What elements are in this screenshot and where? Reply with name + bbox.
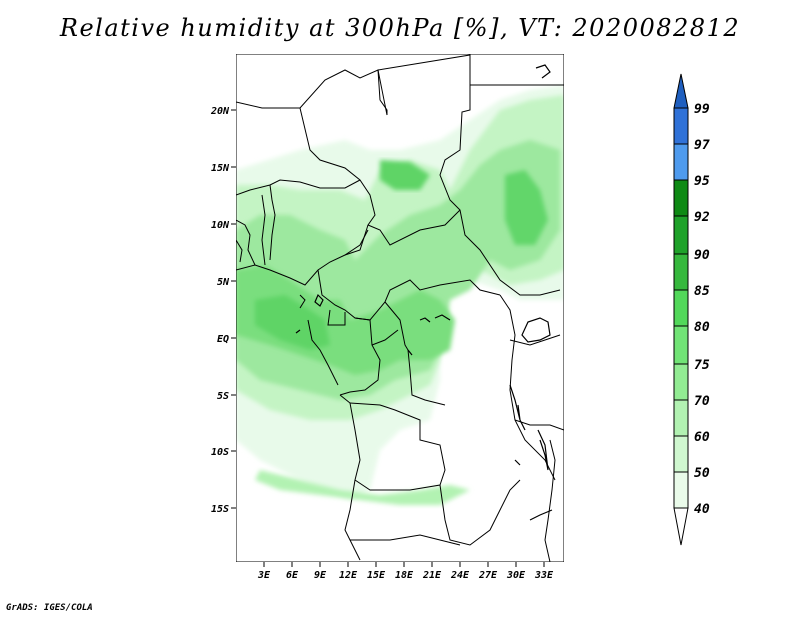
x-tick-label: 27E (478, 570, 498, 581)
colorbar-label: 90 (694, 248, 710, 263)
colorbar-bottom-arrow (673, 507, 689, 546)
chart-title: Relative humidity at 300hPa [%], VT: 202… (59, 14, 741, 42)
colorbar-label: 70 (694, 394, 710, 409)
y-tick-label: 20N (210, 106, 230, 117)
x-tick-label: 24E (450, 570, 470, 581)
colorbar-label: 97 (694, 138, 710, 153)
colorbar-swatch (673, 289, 689, 327)
colorbar-label: 95 (694, 174, 710, 189)
colorbar-swatch (673, 107, 689, 145)
y-tick-label: 5S (217, 391, 229, 402)
footer-credit: GrADS: IGES/COLA (6, 603, 93, 613)
colorbar (673, 73, 689, 546)
colorbar-label: 99 (694, 102, 710, 117)
x-tick-label: 9E (314, 570, 327, 581)
x-tick-label: 15E (367, 570, 386, 581)
country-borders (236, 54, 564, 562)
x-tick-label: 12E (339, 570, 358, 581)
y-ticks (231, 109, 236, 509)
colorbar-label: 85 (694, 284, 710, 299)
x-tick-label: 30E (506, 570, 526, 581)
x-tick-label: 21E (422, 570, 442, 581)
y-tick-label: EQ (217, 334, 229, 345)
x-tick-label: 6E (286, 570, 299, 581)
colorbar-swatch (673, 253, 689, 291)
humidity-field (236, 54, 564, 562)
colorbar-swatch (673, 363, 689, 401)
colorbar-swatch (673, 325, 689, 365)
colorbar-swatch (673, 143, 689, 181)
colorbar-top-arrow (673, 73, 689, 109)
y-tick-label: 5N (217, 277, 230, 288)
colorbar-swatch (673, 399, 689, 437)
colorbar-label: 60 (694, 430, 710, 445)
colorbar-label: 92 (694, 210, 710, 225)
y-axis: 20N 15N 10N 5N EQ 5S 10S 15S (210, 106, 236, 515)
colorbar-swatch (673, 179, 689, 217)
x-tick-label: 3E (257, 570, 271, 581)
colorbar-label: 40 (694, 502, 710, 517)
humidity-band-80b (380, 160, 430, 190)
y-tick-label: 15N (211, 163, 230, 174)
humidity-band-trail (255, 470, 470, 505)
x-tick-label: 33E (534, 570, 554, 581)
colorbar-swatch (673, 435, 689, 473)
x-ticks (263, 562, 545, 567)
colorbar-labels: 99 97 95 92 90 85 80 75 70 60 50 40 (694, 102, 710, 517)
y-tick-label: 10S (211, 447, 229, 458)
humidity-band-80c (505, 170, 548, 245)
colorbar-swatch (673, 471, 689, 509)
colorbar-swatch (673, 215, 689, 255)
colorbar-label: 80 (694, 320, 710, 335)
colorbar-label: 75 (694, 358, 710, 373)
x-axis: 3E 6E 9E 12E 15E 18E 21E 24E 27E 30E 33E (257, 562, 554, 581)
y-tick-label: 10N (211, 220, 230, 231)
y-tick-label: 15S (211, 504, 229, 515)
colorbar-label: 50 (694, 466, 710, 481)
lakes (295, 64, 553, 521)
x-tick-label: 18E (395, 570, 414, 581)
